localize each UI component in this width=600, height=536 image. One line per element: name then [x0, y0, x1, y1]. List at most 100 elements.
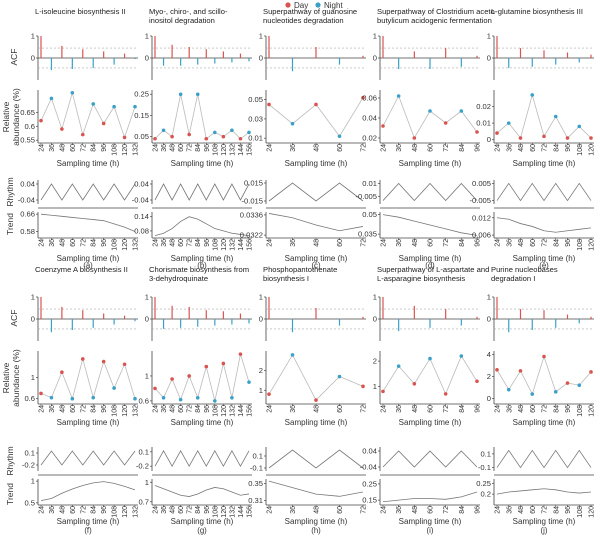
acf-y-tick-label: 0	[487, 315, 491, 324]
panel-letter: (i)	[427, 526, 434, 535]
abundance-y-tick-label: 0.25	[134, 90, 149, 99]
trend-y-tick-label: 0.2	[480, 490, 491, 499]
abundance-point	[443, 121, 448, 125]
abundance-point	[530, 392, 535, 396]
trend-x-tick-label: 72	[187, 239, 194, 247]
trend-x-tick-label: 24	[381, 239, 388, 247]
abundance-point	[412, 136, 417, 140]
panel-g: Chorismate biosynthesis from3-dehydroqui…	[136, 265, 254, 535]
abundance-point	[577, 383, 582, 388]
abundance-point	[247, 130, 251, 135]
abundance-x-tick-label: 132	[229, 405, 236, 417]
abundance-x-tick-label: 156	[247, 144, 254, 156]
abundance-x-tick-label: 48	[170, 144, 177, 152]
trend-x-tick-label: 24	[267, 239, 274, 247]
panel-d: Superpathway of Clostridium aceto-butyli…	[355, 7, 497, 270]
abundance-point	[396, 94, 401, 98]
abundance-point	[230, 395, 234, 400]
abundance-point	[122, 362, 127, 367]
abundance-point	[153, 386, 157, 391]
trend-x-tick-label: 24	[153, 239, 160, 247]
rhythm-line	[496, 182, 592, 202]
abundance-line	[154, 94, 250, 140]
abundance-x-tick-label: 72	[187, 405, 194, 413]
panel-title: Phosphopantothenate	[263, 265, 337, 274]
x-axis-label: Sampling time (h)	[285, 159, 348, 168]
x-axis-label: Sampling time (h)	[513, 418, 576, 427]
abundance-point	[178, 397, 183, 402]
abundance-point	[213, 130, 217, 135]
abundance-x-tick-label: 108	[212, 405, 219, 417]
trend-x-tick-label: 48	[170, 239, 177, 247]
trend-y-tick-label: 0.05	[362, 210, 377, 219]
abundance-x-tick-label: 72	[443, 144, 450, 152]
abundance-x-tick-label: 24	[267, 405, 274, 413]
abundance-point	[589, 136, 593, 140]
abundance-point	[133, 104, 137, 109]
panel-title: Purine nucleobases	[491, 265, 558, 274]
abundance-point	[337, 374, 342, 379]
abundance-x-tick-label: 60	[70, 144, 77, 152]
abundance-point	[80, 357, 85, 361]
abundance-x-tick-label: 48	[59, 405, 66, 413]
trend-x-tick-label: 48	[518, 239, 525, 247]
abundance-point	[412, 382, 417, 386]
abundance-point	[101, 359, 106, 364]
trend-x-tick-label: 132	[133, 239, 140, 251]
trend-line	[268, 213, 364, 232]
trend-y-tick-label: 0.7	[138, 497, 149, 506]
rhythm-y-tick-label: 0.005	[472, 179, 491, 188]
trend-y-tick-label: 1	[145, 478, 149, 487]
abundance-point	[238, 352, 243, 356]
trend-line	[382, 214, 478, 236]
abundance-line	[154, 354, 250, 401]
x-axis-label: Sampling time (h)	[285, 418, 348, 427]
abundance-x-tick-label: 96	[101, 405, 108, 413]
abundance-point	[267, 102, 271, 107]
acf-y-tick-label: 0	[373, 54, 377, 63]
trend-y-tick-label: 0.66	[20, 210, 35, 219]
abundance-x-tick-label: 36	[161, 405, 168, 413]
panel-title: Coenzyme A biosynthesis II	[35, 265, 128, 274]
trend-x-tick-label: 84	[553, 239, 560, 247]
trend-x-tick-label: 48	[59, 506, 66, 514]
abundance-point	[112, 104, 116, 109]
trend-line	[268, 480, 364, 497]
abundance-line	[496, 93, 592, 139]
trend-x-tick-label: 72	[443, 506, 450, 514]
abundance-x-tick-label: 36	[161, 144, 168, 152]
acf-y-tick-label: 1	[373, 293, 377, 302]
rhythm-y-tick-label: -0.2	[136, 462, 149, 471]
trend-x-tick-label: 24	[39, 239, 46, 247]
abundance-x-tick-label: 144	[238, 405, 245, 417]
abundance-point	[195, 92, 200, 97]
trend-y-tick-label: 0.012	[472, 213, 491, 222]
trend-x-tick-label: 108	[212, 239, 219, 251]
abundance-x-tick-label: 48	[518, 144, 525, 152]
abundance-y-tick-label: 0	[487, 135, 491, 144]
panel-e: L-glutamine biosynthesis III 0 1 0 0.01 0.02 2…	[469, 7, 595, 270]
trend-line	[154, 216, 250, 237]
trend-x-tick-label: 156	[247, 239, 254, 251]
rhythm-y-tick-label: 0.1	[252, 452, 263, 461]
trend-x-tick-label: 96	[101, 506, 108, 514]
row-label-acf: ACF	[9, 310, 19, 327]
panel-title: Myo-, chiro-, and scillo-	[149, 7, 228, 16]
panel-title: inositol degradation	[149, 16, 215, 25]
trend-x-tick-label: 48	[170, 506, 177, 514]
abundance-x-tick-label: 36	[290, 144, 297, 152]
rhythm-line	[154, 450, 250, 468]
abundance-x-tick-label: 84	[195, 405, 202, 413]
abundance-x-tick-label: 60	[70, 405, 77, 413]
abundance-x-tick-label: 96	[565, 144, 572, 152]
trend-x-tick-label: 96	[204, 239, 211, 247]
trend-x-tick-label: 108	[112, 506, 119, 518]
abundance-point	[361, 384, 365, 389]
rhythm-y-tick-label: 0.1	[480, 449, 491, 458]
legend: Day Night	[285, 1, 343, 10]
abundance-x-tick-label: 24	[267, 144, 274, 152]
abundance-line	[496, 355, 592, 396]
abundance-x-tick-label: 84	[459, 405, 466, 413]
